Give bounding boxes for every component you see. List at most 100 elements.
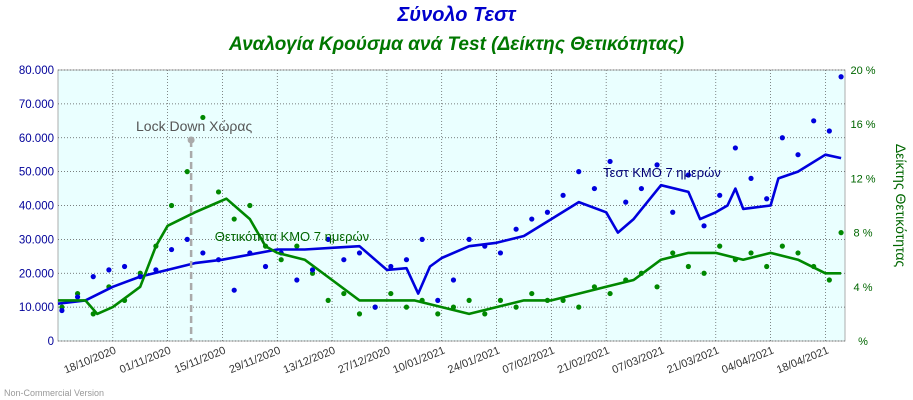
positivity-point [278, 257, 284, 263]
y-left-tick-label: 70.000 [19, 99, 54, 111]
tests-point [529, 216, 535, 222]
positivity-point [325, 297, 331, 303]
positivity-point [654, 284, 660, 290]
y-left-tick-label: 0 [48, 336, 54, 348]
tests-point [811, 118, 817, 124]
y-right-tick-label: 16 % [850, 119, 875, 131]
positivity-point [247, 202, 253, 209]
y-left-tick-label: 10.000 [19, 302, 54, 314]
y-left-tick-label: 80.000 [19, 65, 54, 77]
y-right-tick-label: 8 % [854, 228, 873, 240]
tests-point [576, 169, 582, 175]
tests-point [560, 192, 566, 198]
tests-point [325, 236, 331, 242]
positivity-ma-label: Θετικότητα ΚΜΟ 7 ημερών [215, 229, 369, 244]
positivity-point [748, 250, 754, 256]
x-tick-label: 21/03/2021 [665, 345, 721, 377]
tests-point [168, 246, 175, 253]
x-tick-label: 10/01/2021 [391, 345, 447, 377]
x-tick-label: 04/04/2021 [720, 345, 776, 377]
chart-subtitle: Αναλογία Κρούσμα ανά Test (Δείκτης Θετικ… [228, 34, 685, 55]
positivity-point [341, 290, 347, 297]
y-left-tick-label: 30.000 [19, 234, 54, 246]
positivity-point [168, 202, 175, 209]
positivity-point [701, 270, 707, 276]
x-tick-label: 07/02/2021 [501, 345, 557, 377]
y-right-tick-label: % [858, 336, 868, 348]
y-right-tick-label: 4 % [854, 282, 873, 294]
positivity-point [513, 304, 519, 310]
positivity-point [184, 169, 190, 175]
tests-point [294, 277, 300, 283]
tests-ma-label: Τεστ ΚΜΟ 7 ημερών [603, 165, 721, 180]
positivity-point [215, 189, 222, 195]
x-tick-label: 18/10/2020 [62, 345, 118, 377]
tests-point [341, 257, 347, 263]
x-tick-label: 27/12/2020 [336, 345, 392, 377]
tests-point [591, 185, 598, 192]
x-tick-label: 29/11/2020 [228, 345, 283, 376]
tests-point [670, 209, 676, 215]
lockdown-label: Lock Down Χώρας [136, 118, 252, 134]
tests-point [654, 162, 660, 168]
x-tick-label: 18/04/2021 [775, 345, 831, 377]
tests-point [59, 307, 65, 314]
positivity-point [826, 277, 832, 283]
y-right-tick-label: 20 % [850, 65, 875, 77]
tests-point [685, 172, 691, 178]
x-tick-label: 24/01/2021 [446, 345, 502, 377]
positivity-point [403, 304, 410, 310]
tests-point [497, 250, 504, 256]
tests-point [795, 152, 801, 158]
y-left-tick-label: 60.000 [19, 133, 54, 145]
positivity-point [200, 114, 206, 121]
positivity-point [466, 297, 472, 303]
positivity-point [764, 263, 770, 270]
positivity-point [497, 297, 504, 303]
positivity-point [795, 250, 801, 256]
y-right-axis-title: Δείκτης Θετικότητας [893, 144, 909, 268]
positivity-point [838, 230, 844, 236]
tests-point [372, 304, 378, 310]
positivity-point [356, 311, 363, 317]
lockdown-dot [187, 136, 195, 144]
tests-point [106, 267, 112, 273]
tests-point [403, 257, 410, 263]
tests-point [717, 192, 723, 198]
x-tick-label: 21/02/2021 [556, 345, 612, 377]
tests-point [838, 74, 844, 80]
positivity-point [388, 290, 394, 297]
tests-point [90, 274, 96, 280]
positivity-point [576, 304, 582, 310]
tests-point [356, 250, 363, 256]
positivity-point [670, 250, 676, 256]
tests-point [200, 250, 206, 256]
tests-point [748, 175, 754, 181]
tests-point [121, 263, 128, 270]
tests-point [450, 277, 457, 283]
positivity-point [294, 243, 300, 249]
y-left-tick-label: 20.000 [19, 268, 54, 280]
chart-title: Σύνολο Τεστ [397, 4, 516, 26]
tests-point [732, 145, 738, 151]
tests-point [435, 297, 441, 303]
tests-point [466, 236, 472, 242]
positivity-point [435, 311, 441, 317]
positivity-point [529, 290, 535, 297]
tests-point [74, 294, 81, 300]
x-tick-label: 15/11/2020 [173, 345, 228, 376]
tests-point [513, 226, 519, 232]
y-left-tick-label: 50.000 [19, 167, 54, 179]
positivity-point [779, 243, 785, 249]
tests-point [231, 287, 237, 293]
tests-point [184, 236, 190, 242]
tests-point [764, 196, 770, 202]
positivity-point [685, 263, 691, 270]
tests-point [826, 128, 832, 134]
positivity-point [607, 290, 613, 297]
tests-ma-line [57, 153, 842, 305]
tests-point [623, 199, 629, 205]
y-left-tick-label: 40.000 [19, 201, 54, 213]
y-right-tick-label: 12 % [850, 173, 875, 185]
